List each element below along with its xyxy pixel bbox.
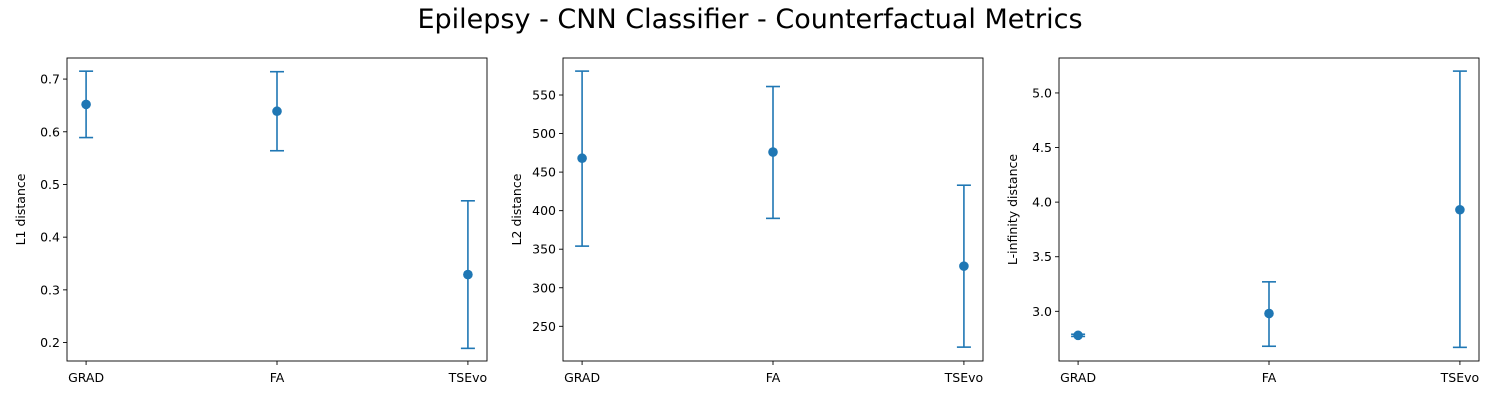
x-tick-label-linf: FA (1262, 370, 1277, 385)
x-tick-label-l2: GRAD (564, 370, 600, 385)
y-tick-label-linf: 5.0 (1032, 85, 1052, 100)
x-tick-label-l1: FA (270, 370, 285, 385)
y-tick-label-l2: 550 (532, 88, 556, 103)
x-tick-label-l1: TSEvo (448, 370, 488, 385)
x-tick-label-l1: GRAD (68, 370, 104, 385)
data-point-linf (1073, 330, 1083, 341)
panel-l2: 250 300 350 400 450 500 550 GRAD FA TSEvo L2 dista… (509, 57, 984, 385)
y-tick-label-l1: 0.5 (40, 177, 60, 192)
x-tick-label-linf: GRAD (1060, 370, 1096, 385)
data-point-l1 (81, 99, 91, 110)
panel-linf: 3.0 3.5 4.0 4.5 5.0 GRAD FA TSEvo L-infinity dis… (1005, 57, 1480, 385)
y-tick-label-l2: 250 (532, 319, 556, 334)
y-tick-label-l2: 300 (532, 280, 556, 295)
data-point-l2 (577, 153, 587, 164)
x-tick-label-l2: FA (766, 370, 781, 385)
x-tick-label-l2: TSEvo (944, 370, 984, 385)
figure-title: Epilepsy - CNN Classifier - Counterfactu… (417, 4, 1083, 35)
y-tick-label-l1: 0.7 (40, 72, 60, 87)
y-tick-label-l2: 500 (532, 126, 556, 141)
x-tick-label-linf: TSEvo (1440, 370, 1480, 385)
y-tick-label-l1: 0.6 (40, 124, 60, 139)
y-tick-label-linf: 4.0 (1032, 195, 1052, 210)
data-point-l1 (272, 106, 282, 117)
y-axis-label-l1: L1 distance (13, 173, 28, 245)
y-tick-label-l2: 350 (532, 242, 556, 257)
y-tick-label-l1: 0.4 (40, 230, 60, 245)
y-axis-label-linf: L-infinity distance (1005, 154, 1020, 265)
y-tick-label-linf: 4.5 (1032, 140, 1052, 155)
y-tick-label-l2: 400 (532, 203, 556, 218)
data-point-l2 (768, 147, 778, 157)
data-point-linf (1264, 308, 1274, 319)
data-point-l2 (959, 261, 969, 271)
y-tick-label-linf: 3.5 (1032, 249, 1052, 264)
y-tick-label-l1: 0.3 (40, 282, 60, 297)
y-tick-label-l1: 0.2 (40, 335, 60, 350)
data-point-linf (1455, 204, 1465, 215)
data-point-l1 (463, 269, 473, 280)
y-tick-label-l2: 450 (532, 165, 556, 180)
y-tick-label-linf: 3.0 (1032, 304, 1052, 319)
panel-l1: 0.2 0.3 0.4 0.5 0.6 0.7 GRAD FA TSEvo L1 distance (13, 57, 488, 385)
y-axis-label-l2: L2 distance (509, 173, 524, 245)
